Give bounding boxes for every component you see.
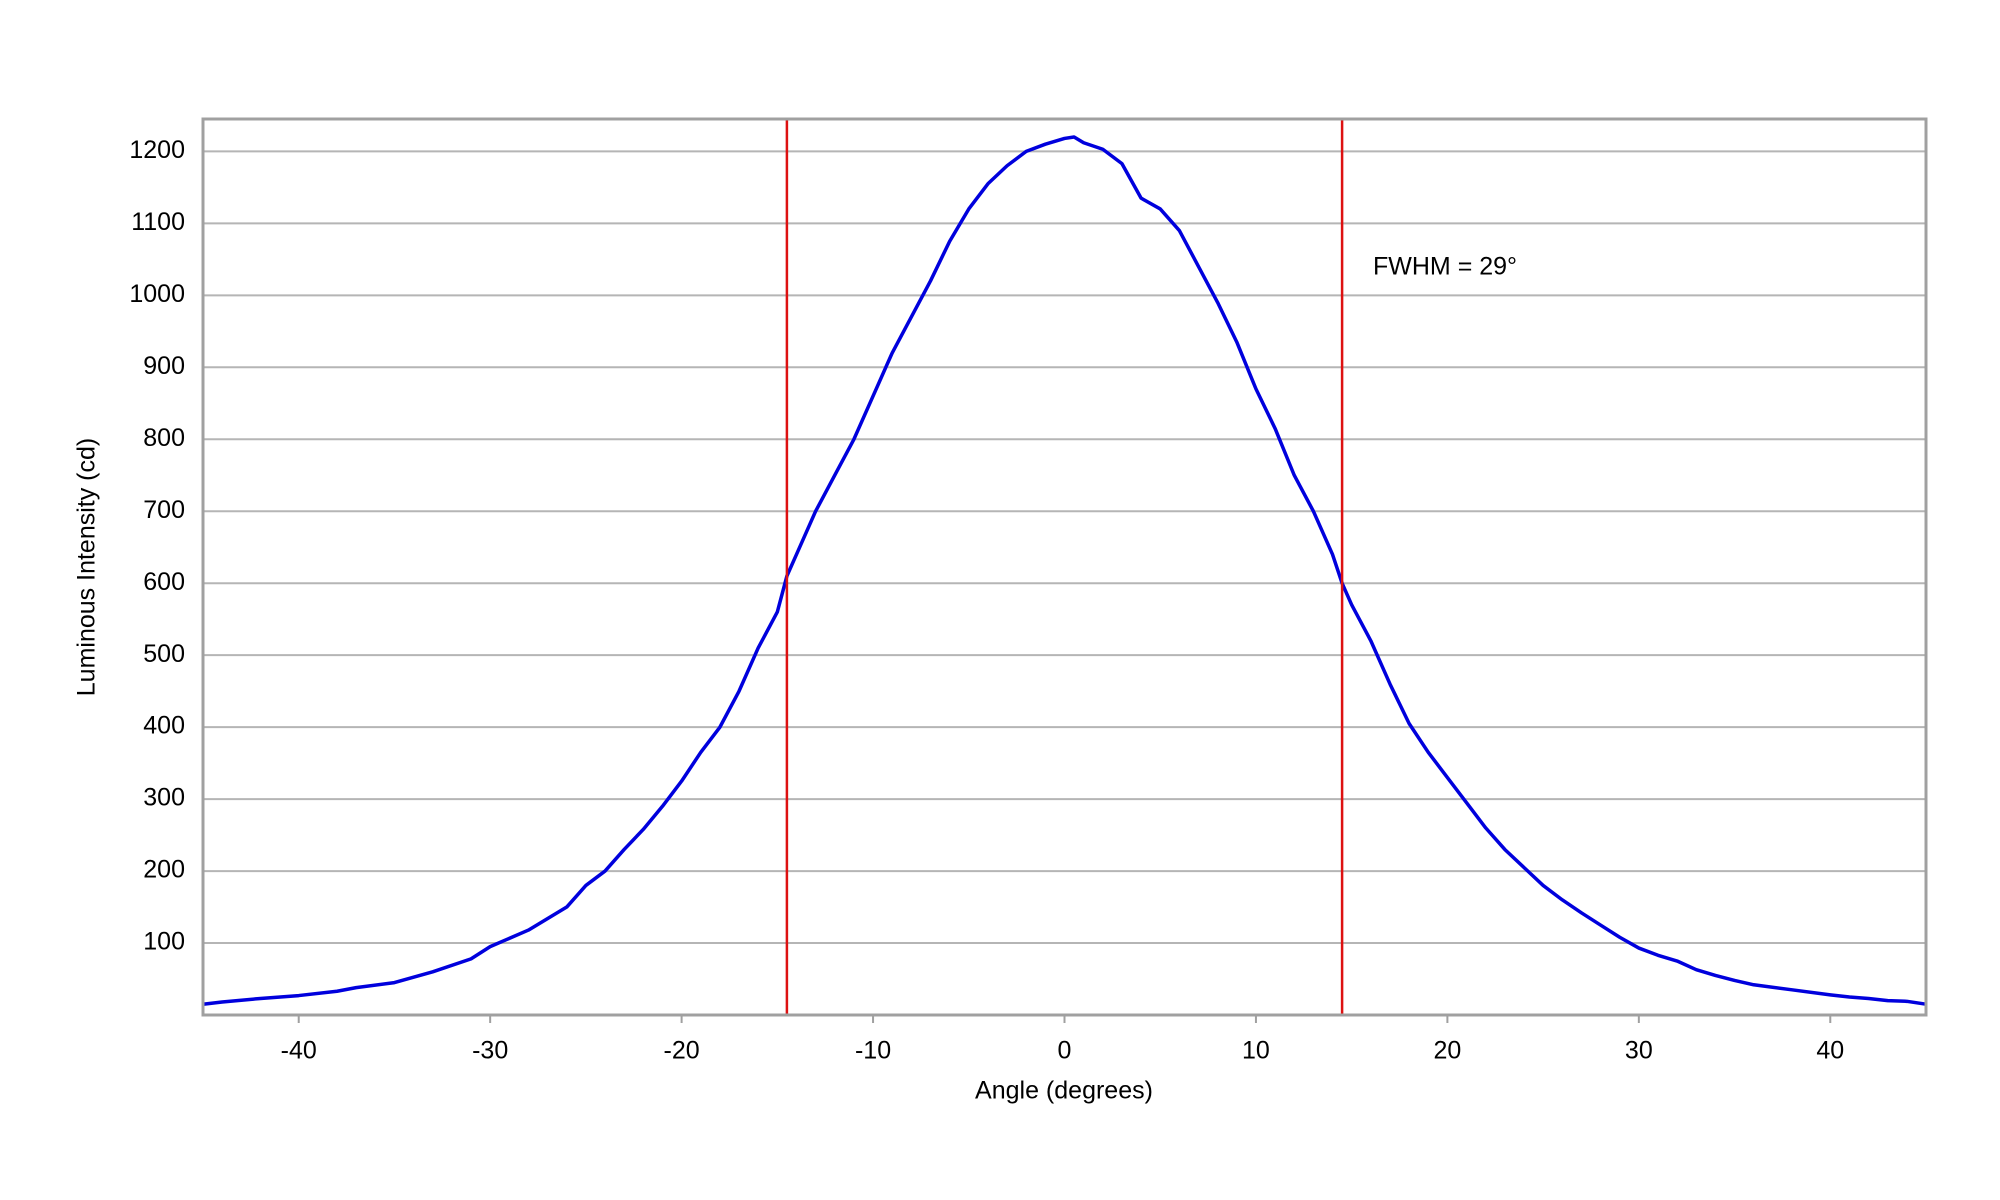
x-tick-label: 20 [1433,1037,1461,1065]
y-tick-label: 900 [143,352,185,380]
y-tick-label: 600 [143,568,185,596]
y-tick-label: 1100 [131,208,185,236]
x-tick-label: 40 [1816,1037,1844,1065]
y-tick-label: 200 [143,856,185,884]
x-tick-label: -10 [855,1037,891,1065]
y-tick-label: 1000 [129,280,185,308]
y-tick-label: 1200 [129,136,185,164]
y-tick-label: 100 [143,928,185,956]
data-line [202,135,1927,1006]
y-axis-label: Luminous Intensity (cd) [73,438,101,696]
x-tick-label: -30 [472,1037,508,1065]
x-tick-label: -20 [664,1037,700,1065]
y-tick-label: 300 [143,784,185,812]
x-tick-label: -40 [281,1037,317,1065]
annotation: FWHM = 29° [1373,253,1517,281]
x-tick-label: 30 [1625,1037,1653,1065]
y-tick-label: 400 [143,712,185,740]
y-tick-label: 700 [143,496,185,524]
y-tick-label: 500 [143,640,185,668]
y-tick-label: 800 [143,424,185,452]
x-tick-label: 0 [1058,1037,1072,1065]
x-axis-label: Angle (degrees) [975,1077,1153,1105]
plot-frame [201,117,1928,1017]
x-tick-label: 10 [1242,1037,1270,1065]
